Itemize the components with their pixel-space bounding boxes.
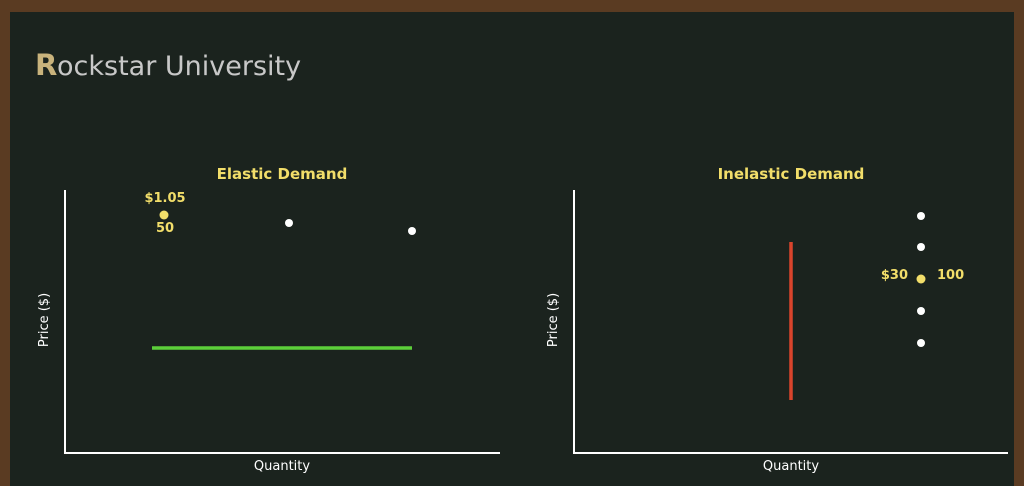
x-axis-label: Quantity — [254, 459, 310, 474]
quantity-label: 50 — [156, 221, 174, 236]
x-axis-label: Quantity — [763, 459, 819, 474]
elastic-panel: Elastic Demand Price ($) Quantity $1.05 … — [37, 165, 500, 474]
logo-initial: R — [35, 48, 57, 82]
point — [917, 212, 925, 220]
point — [408, 227, 416, 235]
point — [285, 219, 293, 227]
point — [917, 339, 925, 347]
axes — [64, 190, 500, 454]
inelastic-panel: Inelastic Demand Price ($) Quantity $30 … — [546, 165, 1008, 474]
point — [916, 274, 926, 284]
chalkboard — [10, 12, 1014, 486]
y-axis-label: Price ($) — [37, 293, 52, 347]
point — [917, 243, 925, 251]
y-axis-label: Price ($) — [546, 293, 561, 347]
point — [917, 307, 925, 315]
quantity-label: 100 — [937, 268, 964, 283]
panel-title: Inelastic Demand — [718, 165, 865, 183]
price-label: $1.05 — [144, 191, 185, 206]
point — [159, 210, 169, 220]
axes — [573, 190, 1008, 454]
price-label: $30 — [881, 268, 908, 283]
logo: R ockstar University — [35, 48, 301, 82]
logo-text: ockstar University — [57, 51, 301, 82]
panel-title: Elastic Demand — [217, 165, 348, 183]
